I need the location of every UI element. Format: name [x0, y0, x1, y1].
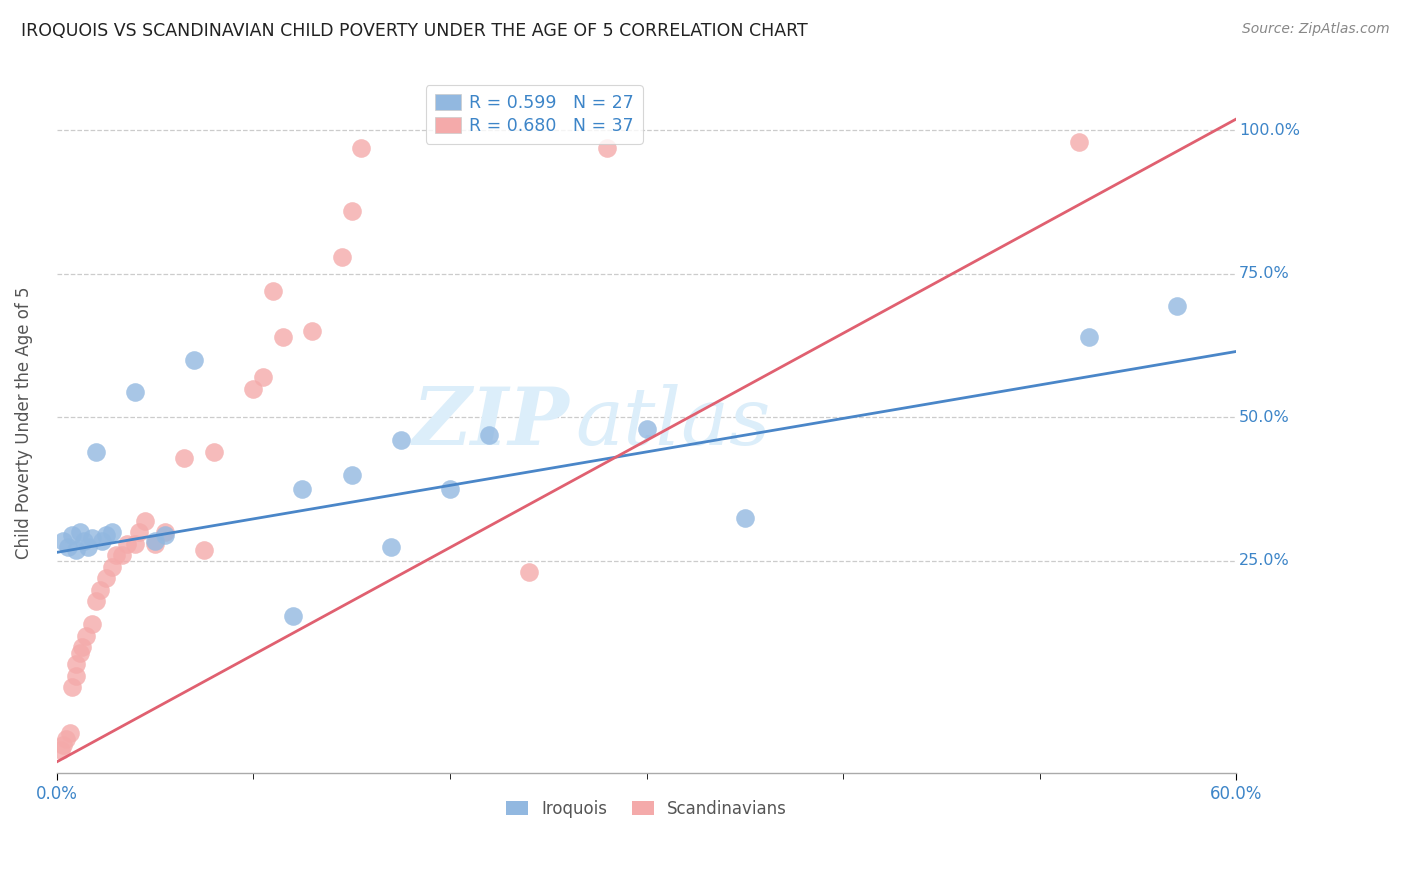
Point	[51, 738, 73, 752]
Text: atlas: atlas	[575, 384, 770, 462]
Point	[1078, 330, 1101, 344]
Text: 25.0%: 25.0%	[1239, 554, 1289, 568]
Point	[380, 540, 402, 554]
Point	[124, 384, 146, 399]
Point	[49, 743, 72, 757]
Point	[281, 608, 304, 623]
Point	[90, 533, 112, 548]
Point	[100, 525, 122, 540]
Point	[73, 533, 96, 548]
Point	[301, 324, 323, 338]
Point	[173, 450, 195, 465]
Point	[58, 540, 80, 554]
Point	[291, 482, 314, 496]
Point	[65, 669, 87, 683]
Point	[117, 537, 139, 551]
Point	[59, 726, 82, 740]
Point	[242, 382, 264, 396]
Y-axis label: Child Poverty Under the Age of 5: Child Poverty Under the Age of 5	[15, 287, 32, 559]
Point	[183, 353, 205, 368]
Point	[340, 467, 363, 482]
Point	[478, 427, 501, 442]
Point	[69, 646, 91, 660]
Point	[202, 445, 225, 459]
Point	[80, 617, 103, 632]
Point	[89, 582, 111, 597]
Text: Source: ZipAtlas.com: Source: ZipAtlas.com	[1241, 22, 1389, 37]
Point	[262, 284, 284, 298]
Point	[340, 203, 363, 218]
Point	[80, 531, 103, 545]
Point	[100, 559, 122, 574]
Point	[252, 370, 274, 384]
Point	[596, 140, 619, 154]
Text: IROQUOIS VS SCANDINAVIAN CHILD POVERTY UNDER THE AGE OF 5 CORRELATION CHART: IROQUOIS VS SCANDINAVIAN CHILD POVERTY U…	[21, 22, 808, 40]
Text: 50.0%: 50.0%	[1239, 410, 1289, 425]
Point	[330, 250, 353, 264]
Point	[104, 548, 127, 562]
Point	[134, 514, 156, 528]
Point	[84, 594, 107, 608]
Point	[60, 528, 83, 542]
Text: ZIP: ZIP	[413, 384, 569, 462]
Point	[153, 528, 176, 542]
Point	[389, 434, 412, 448]
Point	[128, 525, 150, 540]
Legend: Iroquois, Scandinavians: Iroquois, Scandinavians	[499, 793, 793, 824]
Point	[1166, 298, 1188, 312]
Point	[143, 537, 166, 551]
Point	[439, 482, 461, 496]
Text: 100.0%: 100.0%	[1239, 123, 1299, 138]
Point	[124, 537, 146, 551]
Point	[51, 533, 73, 548]
Point	[84, 445, 107, 459]
Point	[55, 731, 77, 746]
Point	[636, 422, 658, 436]
Point	[517, 566, 540, 580]
Point	[77, 540, 100, 554]
Point	[65, 542, 87, 557]
Point	[69, 525, 91, 540]
Point	[94, 528, 117, 542]
Point	[350, 140, 373, 154]
Point	[60, 681, 83, 695]
Point	[110, 548, 132, 562]
Point	[153, 525, 176, 540]
Point	[75, 629, 97, 643]
Point	[1069, 135, 1091, 149]
Point	[94, 571, 117, 585]
Point	[734, 511, 756, 525]
Point	[70, 640, 93, 654]
Point	[143, 533, 166, 548]
Point	[65, 657, 87, 672]
Point	[271, 330, 294, 344]
Point	[193, 542, 215, 557]
Text: 75.0%: 75.0%	[1239, 267, 1289, 282]
